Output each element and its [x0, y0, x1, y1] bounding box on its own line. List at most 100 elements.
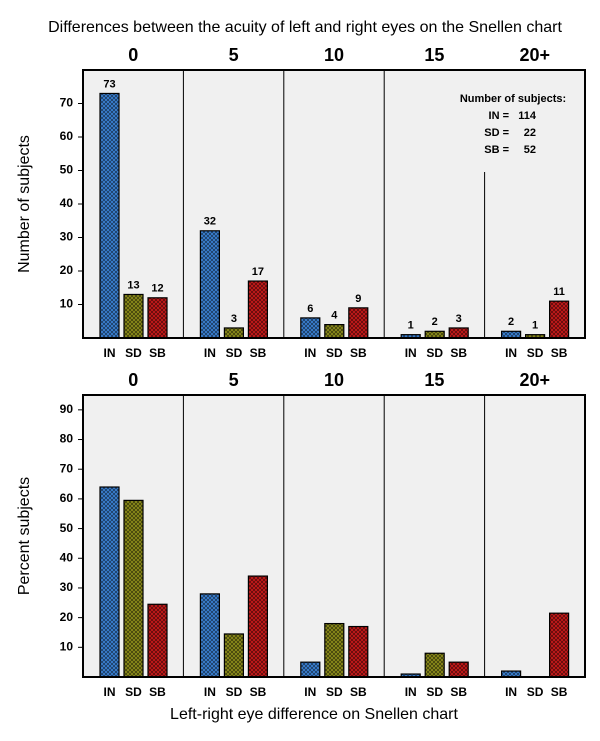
plot-area	[83, 70, 585, 338]
value-label: 13	[127, 279, 139, 291]
bar	[348, 625, 369, 678]
group-label: 15	[424, 45, 444, 65]
plot-frame	[82, 69, 586, 339]
bar	[548, 300, 570, 339]
y-tick-label: 60	[60, 129, 74, 143]
x-tick-label: SB	[551, 685, 568, 699]
y-tick-label: 30	[60, 230, 74, 244]
x-tick-label: SD	[326, 685, 343, 699]
x-tick-label: SB	[149, 685, 166, 699]
bar	[348, 307, 369, 339]
x-tick-label: IN	[304, 346, 316, 360]
y-tick-label: 70	[60, 461, 74, 475]
bar	[448, 661, 469, 678]
annotation-label: SB =	[484, 144, 509, 156]
y-tick-label: 50	[60, 521, 74, 535]
x-axis-label: Left-right eye difference on Snellen cha…	[170, 706, 458, 723]
bar	[99, 486, 120, 678]
x-tick-label: IN	[104, 685, 116, 699]
value-label: 6	[307, 303, 313, 315]
y-tick-label: 60	[60, 491, 74, 505]
bar	[448, 327, 469, 339]
x-tick-label: SD	[527, 346, 544, 360]
x-tick-label: SB	[450, 346, 467, 360]
chart-title: Differences between the acuity of left a…	[48, 19, 562, 36]
group-label: 10	[324, 45, 344, 65]
bar	[501, 330, 522, 339]
x-tick-label: SD	[426, 346, 443, 360]
annotation-value: 114	[518, 110, 537, 122]
value-label: 17	[252, 266, 264, 278]
bar	[247, 280, 268, 339]
bar	[424, 652, 445, 678]
group-label: 0	[128, 370, 138, 390]
y-tick-label: 90	[60, 402, 74, 416]
group-label: 5	[229, 45, 239, 65]
y-tick-label: 40	[60, 196, 74, 210]
x-tick-label: SB	[250, 685, 267, 699]
y-tick-label: 20	[60, 610, 74, 624]
y-tick-label: 70	[60, 96, 74, 110]
annotation-value: 22	[524, 127, 536, 139]
value-label: 1	[532, 320, 538, 332]
bar	[247, 575, 268, 678]
x-tick-label: SD	[226, 346, 243, 360]
y-axis-label: Number of subjects	[16, 135, 33, 273]
bar	[123, 499, 144, 678]
x-tick-label: SB	[250, 346, 267, 360]
y-tick-label: 30	[60, 580, 74, 594]
bar	[199, 230, 220, 339]
x-tick-label: IN	[104, 346, 116, 360]
y-tick-label: 20	[60, 263, 74, 277]
annotation-value: 52	[524, 144, 536, 156]
bar	[548, 612, 570, 678]
value-label: 3	[456, 313, 462, 325]
bar	[324, 324, 345, 339]
bar	[147, 297, 168, 339]
bar	[300, 661, 321, 678]
x-tick-label: IN	[505, 685, 517, 699]
y-axis-label: Percent subjects	[16, 477, 33, 595]
bar	[300, 317, 321, 339]
value-label: 1	[408, 320, 414, 332]
group-label: 10	[324, 370, 344, 390]
bar	[99, 92, 120, 339]
value-label: 4	[331, 310, 338, 322]
bar	[123, 293, 144, 339]
annotation-label: SD =	[484, 127, 509, 139]
value-label: 73	[103, 78, 115, 90]
group-label: 20+	[520, 370, 551, 390]
bar	[223, 327, 244, 339]
y-tick-label: 50	[60, 163, 74, 177]
x-tick-label: SD	[226, 685, 243, 699]
y-tick-label: 80	[60, 432, 74, 446]
x-tick-label: IN	[204, 346, 216, 360]
x-tick-label: SB	[551, 346, 568, 360]
x-tick-label: SD	[426, 685, 443, 699]
value-label: 2	[508, 316, 514, 328]
x-tick-label: SB	[350, 346, 367, 360]
x-tick-label: SD	[326, 346, 343, 360]
bar	[147, 603, 168, 678]
value-label: 11	[553, 286, 565, 298]
value-label: 3	[231, 313, 237, 325]
x-tick-label: IN	[304, 685, 316, 699]
x-tick-label: SD	[125, 685, 142, 699]
x-tick-label: IN	[405, 346, 417, 360]
value-label: 9	[355, 293, 361, 305]
value-label: 12	[151, 283, 163, 295]
group-label: 20+	[520, 45, 551, 65]
y-tick-label: 10	[60, 297, 74, 311]
x-tick-label: IN	[405, 685, 417, 699]
x-tick-label: IN	[204, 685, 216, 699]
annotation-title: Number of subjects:	[460, 93, 566, 105]
y-tick-label: 40	[60, 550, 74, 564]
bar	[223, 633, 244, 678]
bar	[424, 330, 445, 339]
x-tick-label: SB	[149, 346, 166, 360]
x-tick-label: SD	[527, 685, 544, 699]
group-label: 0	[128, 45, 138, 65]
x-tick-label: SD	[125, 346, 142, 360]
x-tick-label: SB	[450, 685, 467, 699]
